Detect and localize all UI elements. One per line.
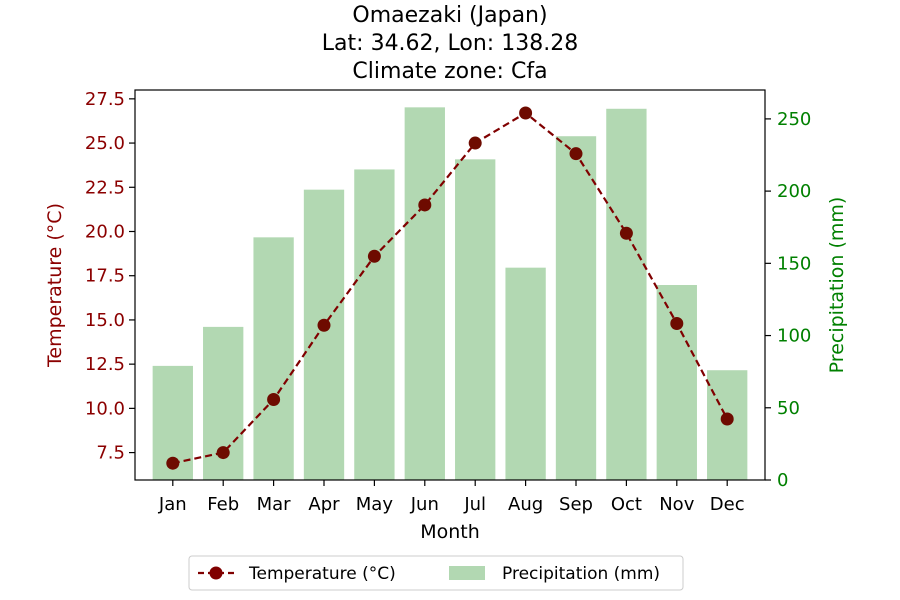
temperature-tick-label: 22.5 xyxy=(85,177,125,198)
precipitation-bar-jun xyxy=(405,107,445,480)
y-axis-left-label: Temperature (°C) xyxy=(44,203,66,368)
precipitation-bars xyxy=(153,107,748,480)
legend: Temperature (°C) Precipitation (mm) xyxy=(189,556,683,590)
precipitation-tick-label: 200 xyxy=(777,181,811,202)
temperature-tick-label: 10.0 xyxy=(85,398,125,419)
month-axis: Jan Feb Mar Apr May Jun Jul Aug Sep Oct Nov Dec xyxy=(158,480,745,515)
legend-temperature-label: Temperature (°C) xyxy=(248,564,396,584)
precipitation-bar-sep xyxy=(556,136,596,480)
precipitation-tick-label: 250 xyxy=(777,109,811,130)
legend-temperature-marker xyxy=(210,567,223,580)
temperature-point-jun xyxy=(418,198,431,211)
x-axis-label: Month xyxy=(420,521,480,543)
legend-precipitation-label: Precipitation (mm) xyxy=(502,564,660,584)
temperature-axis: 7.5 10.0 12.5 15.0 17.5 20.0 22.5 25.0 27.5 xyxy=(85,89,135,464)
month-tick-label: Sep xyxy=(559,494,593,515)
temperature-point-oct xyxy=(620,227,633,240)
temperature-tick-label: 20.0 xyxy=(85,221,125,242)
month-tick-label: Feb xyxy=(207,494,239,515)
temperature-tick-label: 25.0 xyxy=(85,133,125,154)
temperature-point-nov xyxy=(670,317,683,330)
temperature-tick-label: 27.5 xyxy=(85,89,125,110)
precipitation-bar-jul xyxy=(455,159,495,480)
precipitation-bar-mar xyxy=(253,237,293,480)
temperature-point-mar xyxy=(267,393,280,406)
month-tick-label: Aug xyxy=(508,494,543,515)
month-tick-label: Nov xyxy=(659,494,694,515)
precipitation-bar-may xyxy=(354,169,394,480)
temperature-point-feb xyxy=(217,446,230,459)
title-line-3: Climate zone: Cfa xyxy=(352,59,547,84)
month-tick-label: Dec xyxy=(710,494,745,515)
month-tick-label: Apr xyxy=(308,494,340,515)
temperature-tick-label: 7.5 xyxy=(96,443,125,464)
temperature-point-dec xyxy=(721,412,734,425)
title-line-2: Lat: 34.62, Lon: 138.28 xyxy=(322,31,578,56)
month-tick-label: May xyxy=(356,494,394,515)
precipitation-tick-label: 100 xyxy=(777,326,811,347)
temperature-tick-label: 17.5 xyxy=(85,266,125,287)
legend-precipitation-swatch xyxy=(449,566,485,580)
precipitation-bar-oct xyxy=(606,109,646,480)
y-axis-right-label: Precipitation (mm) xyxy=(826,197,848,374)
temperature-point-jan xyxy=(166,457,179,470)
temperature-tick-label: 15.0 xyxy=(85,310,125,331)
temperature-point-may xyxy=(368,250,381,263)
month-tick-label: Jan xyxy=(158,494,187,515)
temperature-point-aug xyxy=(519,106,532,119)
chart-title: Omaezaki (Japan) Lat: 34.62, Lon: 138.28… xyxy=(322,3,578,84)
temperature-point-apr xyxy=(318,319,331,332)
precipitation-tick-label: 150 xyxy=(777,253,811,274)
precipitation-axis: 0 50 100 150 200 250 xyxy=(765,109,811,491)
precipitation-bar-apr xyxy=(304,190,344,480)
temperature-tick-label: 12.5 xyxy=(85,354,125,375)
title-line-1: Omaezaki (Japan) xyxy=(352,3,547,28)
precipitation-tick-label: 50 xyxy=(777,398,800,419)
month-tick-label: Jul xyxy=(463,494,486,515)
precipitation-bar-aug xyxy=(505,268,545,480)
temperature-series xyxy=(166,106,733,469)
precipitation-tick-label: 0 xyxy=(777,470,788,491)
month-tick-label: Oct xyxy=(611,494,642,515)
month-tick-label: Mar xyxy=(257,494,292,515)
precipitation-bar-nov xyxy=(657,285,697,480)
month-tick-label: Jun xyxy=(410,494,439,515)
temperature-point-sep xyxy=(570,147,583,160)
temperature-point-jul xyxy=(469,137,482,150)
